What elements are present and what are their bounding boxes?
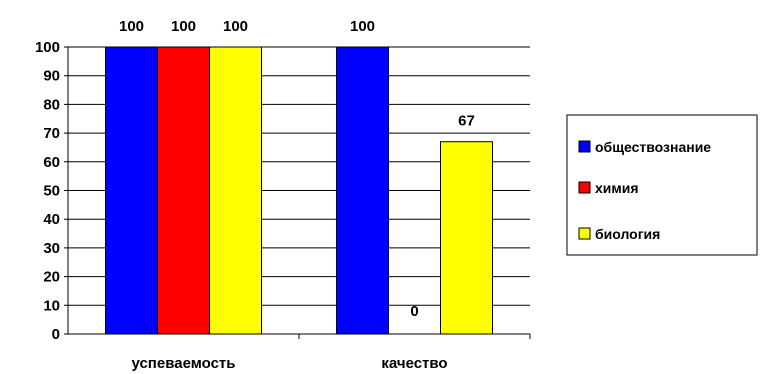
y-tick-label: 90 (43, 68, 60, 85)
data-label: 100 (350, 18, 375, 35)
data-label: 100 (119, 18, 144, 35)
y-tick-label: 80 (43, 96, 60, 113)
y-tick-label: 60 (43, 154, 60, 171)
y-tick-label: 100 (35, 39, 60, 56)
y-tick-label: 0 (52, 326, 60, 343)
x-tick-label: успеваемость (132, 355, 236, 372)
data-label: 100 (171, 18, 196, 35)
y-tick-label: 10 (43, 297, 60, 314)
legend-swatch-химия (579, 182, 590, 193)
x-tick-label: качество (381, 355, 447, 372)
bar-биология (441, 142, 493, 334)
y-tick-label: 40 (43, 211, 60, 228)
bar-химия (158, 47, 210, 334)
y-tick-label: 20 (43, 269, 60, 286)
bar-биология (210, 47, 262, 334)
y-tick-label: 50 (43, 183, 60, 200)
legend-swatch-биология (579, 228, 590, 239)
legend: обществознание химия биология (567, 115, 757, 255)
legend-label: биология (595, 226, 660, 242)
y-tick-label: 70 (43, 125, 60, 142)
bar-обществознание (337, 47, 389, 334)
legend-label: химия (595, 180, 639, 196)
data-label: 100 (223, 18, 248, 35)
legend-label: обществознание (595, 139, 711, 155)
legend-swatch-обществознание (579, 141, 590, 152)
y-tick-label: 30 (43, 240, 60, 257)
bar-обществознание (106, 47, 158, 334)
data-label: 0 (410, 303, 418, 320)
data-label: 67 (458, 113, 475, 130)
